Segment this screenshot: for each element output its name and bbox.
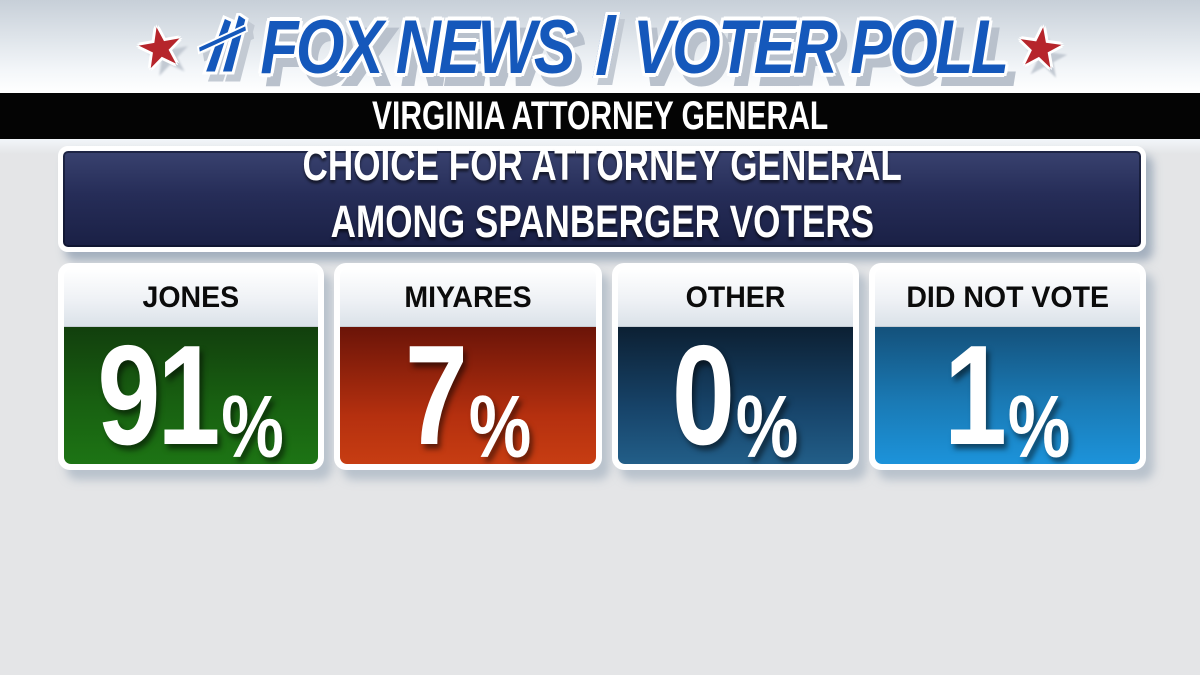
brand-header: ★ FOX NEWS FOX NEWS VOTER POLL VOTER POL… <box>0 0 1200 98</box>
result-value: 91 % <box>98 327 285 464</box>
percent-number: 0 <box>671 327 735 464</box>
result-card-miyares: MIYARES 7 % <box>333 263 602 470</box>
result-card-did-not-vote-header: DID NOT VOTE <box>874 269 1141 327</box>
result-card-did-not-vote: DID NOT VOTE 1 % <box>868 263 1147 470</box>
brand-network-wordmark: FOX NEWS FOX NEWS <box>260 4 586 98</box>
result-value: 0 % <box>672 327 799 464</box>
question-line-1: CHOICE FOR ATTORNEY GENERAL <box>218 142 986 199</box>
star-icon-left: ★ <box>130 13 189 82</box>
result-value: 7 % <box>405 327 532 464</box>
logo-divider <box>592 11 621 78</box>
result-card-jones-value-panel: 91 % <box>64 327 318 464</box>
question-line-1-text: CHOICE FOR ATTORNEY GENERAL <box>302 139 902 190</box>
percent-number: 1 <box>944 327 1007 464</box>
question-title-box: CHOICE FOR ATTORNEY GENERAL AMONG SPANBE… <box>58 142 1146 252</box>
result-value: 1 % <box>944 327 1071 464</box>
brand-program-shadow: VOTER POLL <box>638 14 1019 100</box>
topic-title: VIRGINIA ATTORNEY GENERAL <box>371 94 829 138</box>
brand-network-shadow: FOX NEWS <box>265 14 585 100</box>
result-card-jones: JONES 91 % <box>58 263 324 470</box>
searchlight-beams-icon <box>188 10 252 82</box>
percent-sign: % <box>221 376 285 464</box>
result-card-miyares-value-panel: 7 % <box>339 327 596 464</box>
percent-sign: % <box>468 376 532 464</box>
result-card-miyares-header: MIYARES <box>339 269 596 327</box>
results-row: JONES 91 % MIYARES 7 % OTHER <box>58 263 1147 470</box>
percent-sign: % <box>735 376 799 464</box>
topic-bar: VIRGINIA ATTORNEY GENERAL <box>0 93 1200 139</box>
candidate-name: JONES <box>142 280 240 314</box>
question-line-2: AMONG SPANBERGER VOTERS <box>254 199 951 256</box>
result-card-other: OTHER 0 % <box>611 263 859 470</box>
percent-number: 91 <box>97 327 221 464</box>
result-card-other-header: OTHER <box>617 269 853 327</box>
result-card-other-value-panel: 0 % <box>617 327 853 464</box>
result-card-did-not-vote-value-panel: 1 % <box>874 327 1141 464</box>
candidate-name: OTHER <box>685 280 786 314</box>
brand-network-text: FOX NEWS <box>260 4 577 90</box>
result-card-jones-header: JONES <box>64 269 318 327</box>
question-line-2-text: AMONG SPANBERGER VOTERS <box>330 196 874 247</box>
percent-sign: % <box>1008 376 1071 464</box>
candidate-name: DID NOT VOTE <box>905 280 1109 314</box>
percent-number: 7 <box>404 327 468 464</box>
logo: ★ FOX NEWS FOX NEWS VOTER POLL VOTER POL… <box>131 4 1069 98</box>
star-icon-right: ★ <box>1012 14 1069 81</box>
brand-program-wordmark: VOTER POLL VOTER POLL <box>633 4 1020 98</box>
candidate-name: MIYARES <box>404 280 532 314</box>
brand-program-text: VOTER POLL <box>633 4 1011 90</box>
